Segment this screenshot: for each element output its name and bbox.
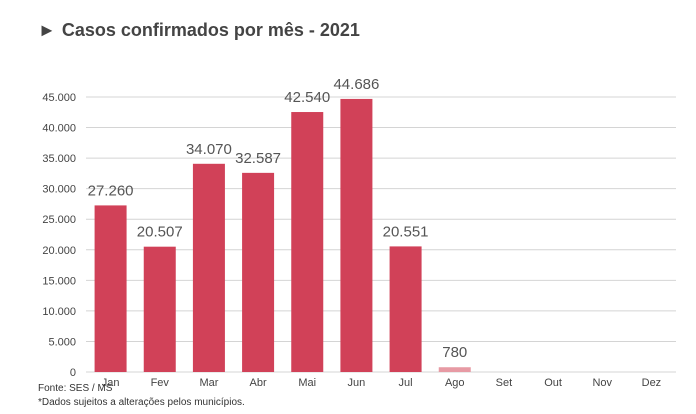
y-tick-label: 10.000 bbox=[42, 306, 76, 318]
y-tick-label: 35.000 bbox=[42, 153, 76, 165]
x-tick-label: Set bbox=[496, 377, 513, 389]
data-label: 44.686 bbox=[333, 76, 379, 93]
bar bbox=[438, 367, 471, 372]
data-label: 27.260 bbox=[88, 182, 134, 199]
data-label: 20.507 bbox=[137, 224, 183, 241]
y-tick-label: 15.000 bbox=[42, 275, 76, 287]
x-tick-label: Abr bbox=[250, 377, 267, 389]
play-arrow-icon: ► bbox=[38, 20, 56, 40]
y-tick-label: 0 bbox=[70, 367, 76, 379]
disclaimer-note: *Dados sujeitos a alterações pelos munic… bbox=[38, 397, 245, 408]
x-tick-label: Mai bbox=[298, 377, 316, 389]
data-label: 780 bbox=[442, 344, 467, 361]
y-tick-label: 25.000 bbox=[42, 214, 76, 226]
bar bbox=[340, 98, 373, 373]
x-tick-label: Jul bbox=[399, 377, 413, 389]
y-tick-label: 20.000 bbox=[42, 245, 76, 257]
x-tick-label: Out bbox=[544, 377, 562, 389]
bar bbox=[94, 205, 127, 372]
bar bbox=[143, 246, 176, 372]
data-label: 20.551 bbox=[383, 223, 429, 240]
y-tick-label: 40.000 bbox=[42, 123, 76, 135]
bar bbox=[242, 172, 275, 372]
data-label: 34.070 bbox=[186, 141, 232, 158]
x-tick-label: Jun bbox=[348, 377, 366, 389]
x-tick-label: Jan bbox=[102, 377, 120, 389]
bar bbox=[389, 246, 422, 372]
x-tick-label: Nov bbox=[592, 377, 612, 389]
data-label: 32.587 bbox=[235, 150, 281, 167]
x-tick-label: Ago bbox=[445, 377, 465, 389]
data-label: 42.540 bbox=[284, 89, 330, 106]
y-tick-label: 45.000 bbox=[42, 92, 76, 104]
x-tick-label: Dez bbox=[642, 377, 662, 389]
chart-title-text: Casos confirmados por mês - 2021 bbox=[61, 20, 360, 40]
bar bbox=[291, 112, 324, 373]
x-tick-label: Mar bbox=[199, 377, 218, 389]
y-tick-label: 5.000 bbox=[48, 336, 76, 348]
x-tick-label: Fev bbox=[151, 377, 170, 389]
bar bbox=[192, 163, 225, 372]
chart-title: ► Casos confirmados por mês - 2021 bbox=[38, 20, 360, 41]
y-tick-label: 30.000 bbox=[42, 184, 76, 196]
source-note: Fonte: SES / MS bbox=[38, 383, 113, 394]
